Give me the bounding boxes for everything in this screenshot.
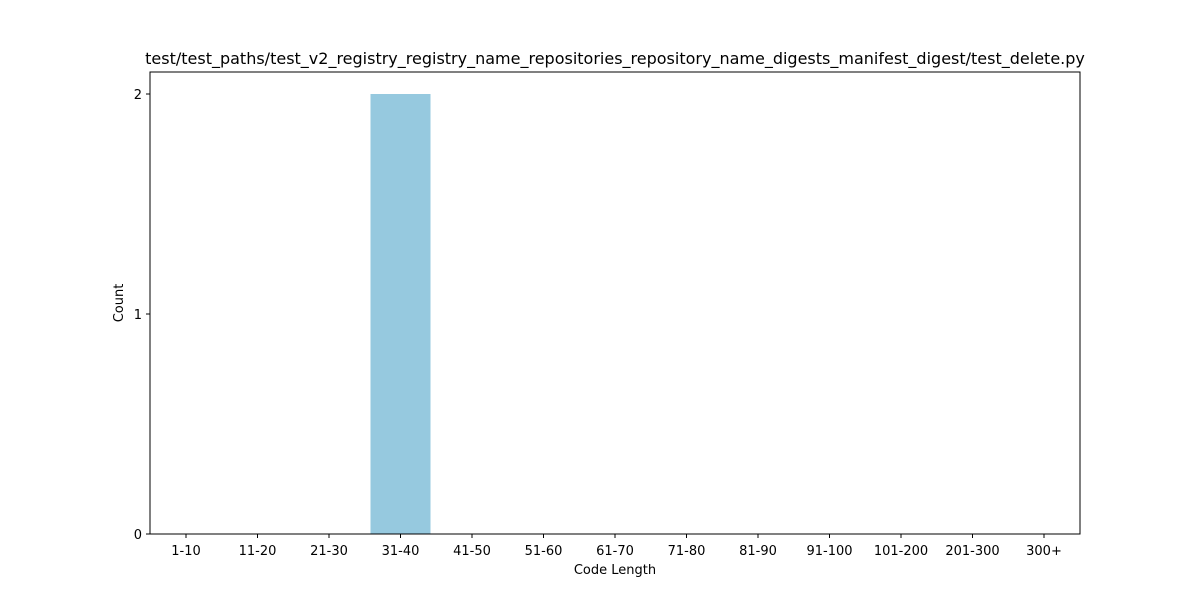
x-axis-ticks: 1-10 11-20 21-30 31-40 41-50 51-60 61-70 71-80 8… xyxy=(171,534,1062,559)
y-axis-ticks: 0 1 2 xyxy=(134,88,150,543)
x-tick-label: 101-200 xyxy=(874,544,928,559)
x-tick-label: 91-100 xyxy=(806,544,852,559)
x-tick-label: 300+ xyxy=(1026,544,1062,559)
x-tick-label: 21-30 xyxy=(310,544,348,559)
x-tick-label: 31-40 xyxy=(382,544,420,559)
y-tick-label: 1 xyxy=(134,308,142,323)
x-tick-label: 201-300 xyxy=(945,544,999,559)
y-tick-label: 0 xyxy=(134,528,142,543)
y-tick-label: 2 xyxy=(134,88,142,103)
x-tick-label: 61-70 xyxy=(596,544,634,559)
x-tick-label: 11-20 xyxy=(239,544,277,559)
chart-title: test/test_paths/test_v2_registry_registr… xyxy=(145,49,1085,69)
x-tick-label: 1-10 xyxy=(171,544,201,559)
x-tick-label: 81-90 xyxy=(739,544,777,559)
y-axis-label: Count xyxy=(112,284,127,323)
x-tick-label: 71-80 xyxy=(668,544,706,559)
x-axis-label: Code Length xyxy=(574,563,656,578)
x-tick-label: 51-60 xyxy=(525,544,563,559)
bars-group xyxy=(370,94,431,534)
bar-31-40 xyxy=(370,94,431,534)
x-tick-label: 41-50 xyxy=(453,544,491,559)
